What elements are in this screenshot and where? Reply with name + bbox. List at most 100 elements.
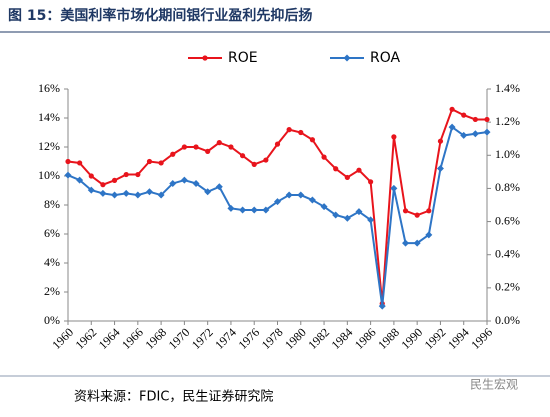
point xyxy=(285,191,293,199)
point xyxy=(227,204,235,212)
point xyxy=(461,112,467,118)
point xyxy=(99,189,107,197)
point xyxy=(332,211,340,219)
point xyxy=(134,191,142,199)
figure-title: 图 15：美国利率市场化期间银行业盈利先抑后扬 xyxy=(8,7,312,24)
point xyxy=(460,131,468,139)
point xyxy=(122,189,130,197)
legend-marker xyxy=(202,55,208,61)
point xyxy=(308,196,316,204)
point xyxy=(367,216,375,224)
series-line xyxy=(67,107,487,304)
point xyxy=(251,161,257,167)
legend-label: ROE xyxy=(228,50,258,66)
point xyxy=(390,184,398,192)
x-tick-label: 1982 xyxy=(305,325,332,352)
point xyxy=(484,116,490,123)
x-tick-label: 1978 xyxy=(259,325,286,352)
y-tick-label: 10% xyxy=(38,168,60,182)
point xyxy=(425,231,433,239)
point xyxy=(158,160,164,166)
y2-tick-label: 0.6% xyxy=(495,213,520,227)
point xyxy=(192,179,200,187)
point xyxy=(111,177,118,183)
point xyxy=(343,214,351,222)
y-tick-label: 6% xyxy=(44,226,60,240)
point xyxy=(320,203,328,211)
point xyxy=(449,106,455,112)
point xyxy=(145,188,153,196)
point xyxy=(205,148,211,154)
point xyxy=(123,171,129,178)
point xyxy=(157,191,165,199)
x-tick-label: 1980 xyxy=(282,325,309,352)
point xyxy=(181,144,187,150)
point xyxy=(437,138,444,144)
point xyxy=(111,191,119,199)
point xyxy=(472,116,478,123)
x-tick-label: 1974 xyxy=(212,325,239,352)
legend-marker xyxy=(343,54,351,62)
point xyxy=(298,129,304,136)
point xyxy=(378,302,386,310)
point xyxy=(239,153,246,159)
y-tick-label: 8% xyxy=(44,197,60,211)
point xyxy=(216,140,222,146)
point xyxy=(64,171,72,179)
x-tick-label: 1970 xyxy=(166,325,193,352)
point xyxy=(483,128,491,136)
x-tick-label: 1960 xyxy=(49,325,76,352)
x-tick-label: 1968 xyxy=(142,325,169,352)
point xyxy=(87,186,95,194)
x-tick-label: 1996 xyxy=(468,325,495,352)
y2-tick-label: 0.4% xyxy=(495,246,520,260)
watermark: 民生宏观 xyxy=(470,377,518,392)
y2-tick-label: 1.4% xyxy=(495,81,520,95)
y-tick-label: 12% xyxy=(38,139,60,153)
x-tick-label: 1966 xyxy=(119,325,146,352)
point xyxy=(333,166,339,172)
point xyxy=(274,198,281,206)
point xyxy=(204,188,212,196)
x-tick-label: 1972 xyxy=(189,325,216,352)
point xyxy=(297,191,305,199)
point xyxy=(402,208,409,214)
point xyxy=(471,130,479,138)
legend-label: ROA xyxy=(370,50,401,66)
y2-tick-label: 0.8% xyxy=(495,180,520,194)
point xyxy=(100,182,106,188)
point xyxy=(215,183,223,191)
x-tick-label: 1962 xyxy=(72,325,99,352)
point xyxy=(414,212,420,218)
point xyxy=(321,154,327,160)
point xyxy=(391,134,397,140)
y-tick-label: 0% xyxy=(44,313,60,327)
point xyxy=(368,179,374,185)
point xyxy=(77,160,83,166)
y2-tick-label: 1.2% xyxy=(495,114,520,128)
point xyxy=(413,239,421,247)
x-tick-label: 1990 xyxy=(398,325,425,352)
x-tick-label: 1988 xyxy=(375,325,402,352)
source: 资料来源：FDIC，民生证券研究院 xyxy=(74,389,273,405)
point xyxy=(180,176,188,184)
point xyxy=(356,167,362,173)
series-line xyxy=(67,125,488,307)
point xyxy=(239,206,247,214)
y-tick-label: 16% xyxy=(38,81,60,95)
point xyxy=(193,144,199,150)
x-tick-label: 1984 xyxy=(329,325,356,352)
y2-tick-label: 1.0% xyxy=(495,147,520,161)
point xyxy=(355,208,363,216)
point xyxy=(448,123,456,131)
y2-tick-label: 0.0% xyxy=(495,313,520,327)
x-tick-label: 1994 xyxy=(445,325,472,352)
y-tick-label: 4% xyxy=(44,255,60,269)
point xyxy=(263,157,269,163)
point xyxy=(344,174,350,181)
point xyxy=(170,151,176,157)
x-tick-label: 1964 xyxy=(96,325,123,352)
y-tick-label: 14% xyxy=(38,110,60,124)
